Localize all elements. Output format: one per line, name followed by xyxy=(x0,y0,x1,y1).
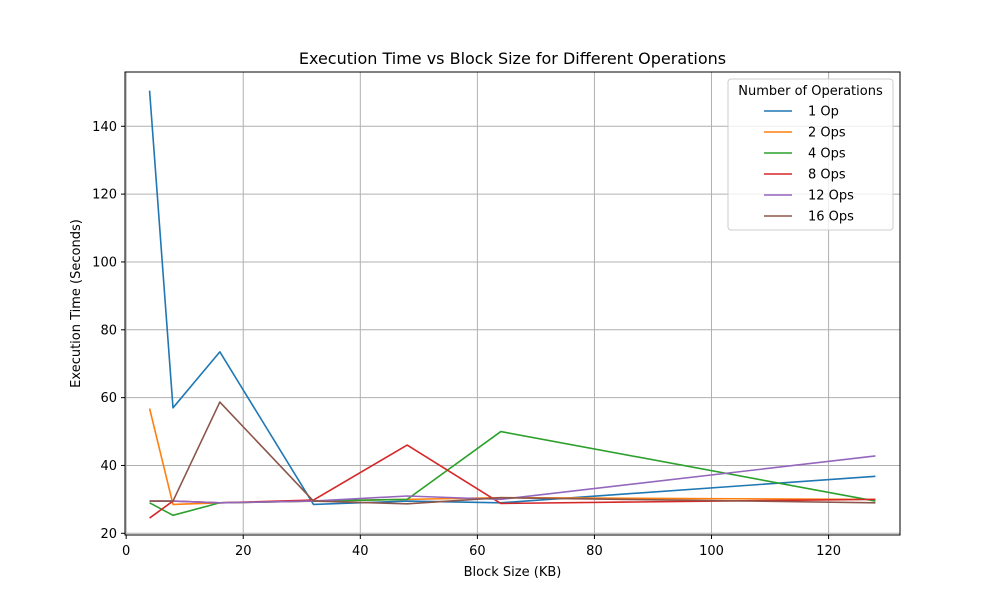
x-tick-label: 80 xyxy=(586,544,603,559)
chart-title: Execution Time vs Block Size for Differe… xyxy=(299,49,726,68)
y-tick-label: 100 xyxy=(92,255,117,270)
axis-ticks: 0 20 40 60 80 100 120 20 40 60 80 100 120 140 xyxy=(92,120,841,559)
y-axis-label: Execution Time (Seconds) xyxy=(69,219,84,388)
legend-label-16-ops: 16 Ops xyxy=(808,210,854,225)
y-tick-label: 60 xyxy=(100,391,117,406)
grid-lines xyxy=(125,72,900,535)
x-tick-label: 100 xyxy=(699,544,724,559)
x-tick-label: 20 xyxy=(235,544,252,559)
y-tick-label: 40 xyxy=(100,459,117,474)
legend: Number of Operations 1 Op 2 Ops 4 Ops 8 Ops 1… xyxy=(727,78,894,231)
legend-box xyxy=(727,78,894,231)
legend-label-12-ops: 12 Ops xyxy=(808,189,854,204)
legend-label-8-ops: 8 Ops xyxy=(808,168,846,183)
x-axis-label: Block Size (KB) xyxy=(464,565,562,580)
x-tick-label: 0 xyxy=(122,544,130,559)
series-lines xyxy=(148,90,876,519)
x-tick-label: 120 xyxy=(816,544,841,559)
y-tick-label: 80 xyxy=(100,323,117,338)
x-tick-label: 40 xyxy=(352,544,369,559)
legend-label-1-op: 1 Op xyxy=(808,105,839,120)
plot-area-frame xyxy=(124,71,901,536)
y-tick-label: 140 xyxy=(92,120,117,135)
legend-title: Number of Operations xyxy=(738,84,883,99)
legend-label-4-ops: 4 Ops xyxy=(808,147,846,162)
y-tick-label: 120 xyxy=(92,188,117,203)
series-line-16-ops xyxy=(149,401,876,505)
y-tick-label: 20 xyxy=(100,527,117,542)
x-tick-label: 60 xyxy=(469,544,486,559)
legend-label-2-ops: 2 Ops xyxy=(808,126,846,141)
